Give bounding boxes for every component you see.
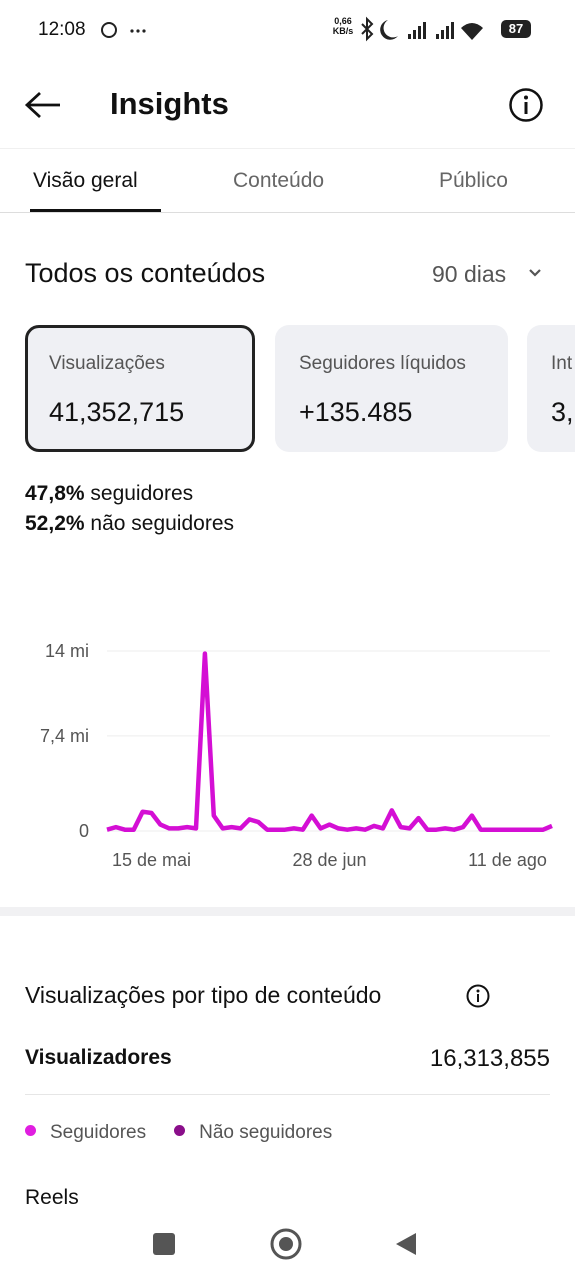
- card-value: 3,: [551, 397, 574, 427]
- nav-home[interactable]: [270, 1228, 302, 1260]
- x-tick-label: 15 de mai: [112, 850, 191, 870]
- tab[interactable]: Conteúdo: [233, 169, 325, 192]
- legend-item: Seguidores: [25, 1122, 146, 1143]
- audience-line: 47,8% seguidores: [25, 482, 193, 506]
- status-time: 12:08: [38, 19, 86, 40]
- period-selector[interactable]: 90 dias: [432, 261, 507, 287]
- metric-card[interactable]: Int 3,: [527, 325, 575, 452]
- y-tick-label: 7,4 mi: [40, 726, 89, 746]
- card-value: +135.485: [299, 397, 413, 427]
- divider: [0, 148, 575, 149]
- tab[interactable]: Público: [439, 169, 508, 192]
- data-line: [106, 651, 553, 832]
- y-tick-label: 14 mi: [45, 641, 89, 661]
- chevron: [529, 269, 541, 277]
- info-icon[interactable]: [465, 983, 491, 1009]
- status-icons-left: [101, 22, 146, 38]
- legend-label: Seguidores: [50, 1122, 147, 1143]
- content-type: Reels: [25, 1186, 79, 1209]
- y-tick-label: 0: [79, 821, 89, 841]
- info-button[interactable]: [508, 87, 544, 123]
- audience-label: não seguidores: [90, 512, 234, 535]
- audience-percent: 47,8%: [25, 482, 85, 505]
- nav-recents[interactable]: [153, 1233, 175, 1255]
- back-button[interactable]: [24, 90, 64, 120]
- nav-back[interactable]: [396, 1233, 416, 1255]
- divider: [0, 212, 575, 213]
- divider: [25, 1094, 550, 1095]
- x-tick-label: 28 de jun: [292, 850, 366, 870]
- status-speed: 0,66 KB/s: [332, 16, 354, 36]
- card-label: Int: [551, 353, 573, 374]
- nav-bar: [153, 1228, 416, 1260]
- status-icons: [361, 16, 483, 42]
- legend-label: Não seguidores: [199, 1122, 333, 1143]
- breakdown-title: Visualizações por tipo de conteúdo: [25, 982, 382, 1008]
- legend-dot: [174, 1125, 186, 1136]
- metric-label: Visualizadores: [25, 1046, 172, 1069]
- legend-dot: [25, 1125, 36, 1136]
- x-tick-label: 11 de ago: [468, 850, 547, 870]
- legend: Seguidores Não seguidores: [25, 1122, 360, 1144]
- metric-card[interactable]: Visualizações 41,352,715: [25, 325, 255, 452]
- card-value: 41,352,715: [49, 397, 185, 427]
- tab-indicator: [30, 209, 161, 212]
- audience-label: seguidores: [90, 482, 194, 505]
- audience-line: 52,2% não seguidores: [25, 512, 234, 536]
- legend-item: Não seguidores: [174, 1122, 332, 1143]
- section-separator: [0, 907, 575, 916]
- card-label: Visualizações: [49, 353, 165, 374]
- card-label: Seguidores líquidos: [299, 353, 466, 374]
- tab[interactable]: Visão geral: [33, 169, 138, 192]
- metric-value: 16,313,855: [429, 1045, 550, 1072]
- section-title: Todos os conteúdos: [25, 258, 266, 288]
- battery: 87: [501, 20, 531, 38]
- page-title: Insights: [110, 86, 229, 121]
- audience-percent: 52,2%: [25, 512, 85, 535]
- metric-card[interactable]: Seguidores líquidos +135.485: [275, 325, 508, 452]
- line-chart: 0 7,4 mi 14 mi 15 de mai 28 de jun 11 de ago: [40, 641, 553, 870]
